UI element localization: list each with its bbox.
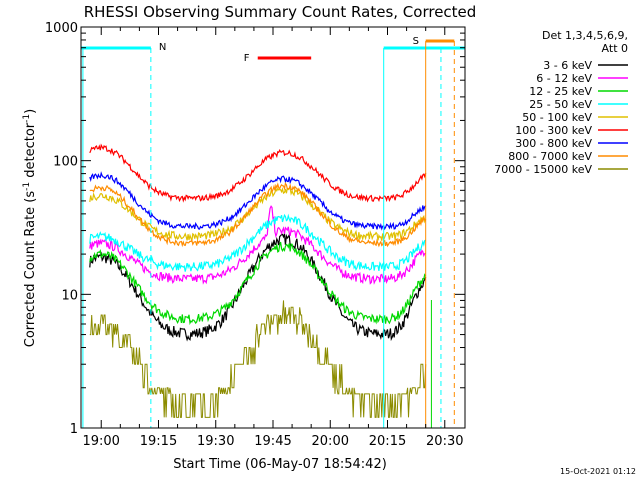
x-tick-label: 19:00 (82, 434, 119, 449)
y-tick-label: 100 (53, 155, 78, 170)
series-line-4 (89, 187, 427, 243)
legend-label-6: 300 - 800 keV (515, 137, 592, 150)
y-tick-label: 10 (61, 288, 78, 303)
x-tick-label: 19:45 (254, 434, 291, 449)
series-layer (89, 143, 427, 418)
legend-label-4: 50 - 100 keV (522, 111, 592, 124)
y-label-main: Corrected Count Rate (s (23, 191, 38, 348)
series-line-6 (89, 171, 427, 231)
y-label-mid: detector (23, 122, 38, 182)
legend-label-5: 100 - 300 keV (515, 124, 592, 137)
chart-title: RHESSI Observing Summary Count Rates, Co… (84, 3, 477, 21)
series-line-3 (89, 213, 426, 272)
y-tick-label: 1 (70, 422, 78, 437)
series-line-2 (89, 241, 427, 326)
series-line-8 (89, 300, 427, 418)
legend-label-2: 12 - 25 keV (529, 85, 592, 98)
x-tick-label: 20:15 (369, 434, 406, 449)
series-line-5 (89, 143, 427, 203)
plot-frame (80, 26, 466, 429)
overlay-layer: N F S (81, 36, 465, 428)
y-tick-label: 1000 (45, 21, 78, 36)
legend-label-3: 25 - 50 keV (529, 98, 592, 111)
x-tick-label: 19:30 (197, 434, 234, 449)
x-axis-label: Start Time (06-May-07 18:54:42) (173, 457, 387, 472)
saa-label: S (413, 36, 419, 47)
axes-layer: 19:00 19:15 19:30 19:45 20:00 20:15 20:30 1 10 10… (45, 21, 465, 449)
timestamp: 15-Oct-2021 01:12 (560, 467, 636, 476)
legend-header-1: Det 1,3,4,5,6,9, (542, 29, 628, 42)
series-line-7 (89, 181, 427, 248)
x-tick-label: 19:15 (140, 434, 177, 449)
y-label-sup2: -1 (22, 114, 32, 123)
x-tick-label: 20:30 (426, 434, 463, 449)
y-label-end: ) (23, 109, 38, 114)
night-label: N (159, 42, 166, 53)
series-line-1 (89, 205, 426, 285)
series-line-0 (89, 233, 427, 342)
y-axis-label: Corrected Count Rate (s-1 detector-1) (22, 109, 38, 347)
legend-label-7: 800 - 7000 keV (508, 150, 592, 163)
legend-label-1: 6 - 12 keV (536, 72, 592, 85)
flare-label: F (244, 53, 250, 64)
legend-label-0: 3 - 6 keV (543, 59, 592, 72)
y-label-sup1: -1 (22, 182, 32, 191)
x-tick-label: 20:00 (312, 434, 349, 449)
legend-header-2: Att 0 (602, 42, 628, 55)
legend-label-8: 7000 - 15000 keV (494, 163, 592, 176)
